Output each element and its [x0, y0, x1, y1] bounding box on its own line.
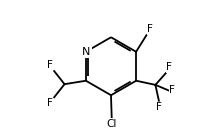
Text: F: F [47, 60, 53, 70]
Text: F: F [166, 63, 172, 72]
Text: F: F [169, 85, 175, 95]
Text: F: F [147, 25, 153, 34]
Text: Cl: Cl [107, 119, 117, 129]
Text: N: N [82, 47, 90, 57]
Text: F: F [47, 98, 53, 108]
Text: F: F [156, 102, 162, 112]
